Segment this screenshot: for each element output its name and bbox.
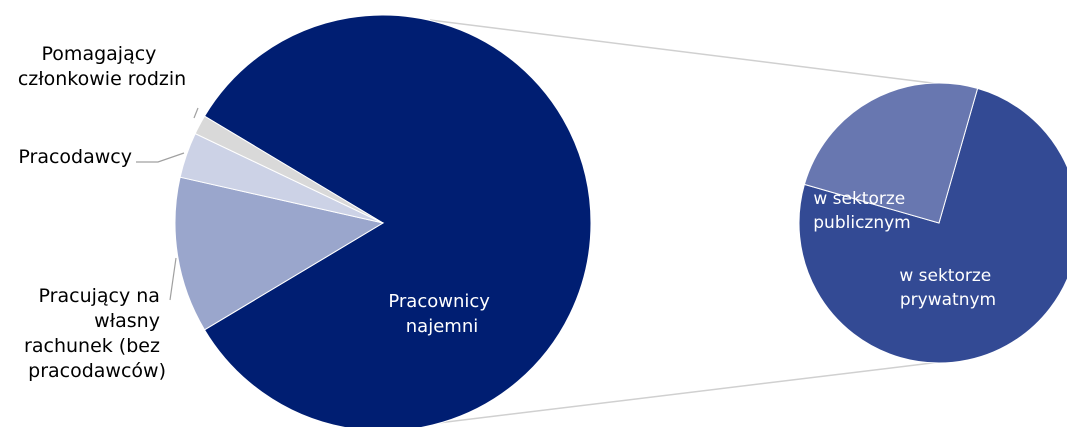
leader-line-self-employed xyxy=(169,257,177,301)
slice-w-sektorze-prywatnym xyxy=(798,87,1067,364)
label-pracownicy-najemni: Pracownicy najemni xyxy=(388,291,495,337)
leader-line-family-workers xyxy=(193,107,199,119)
secondary-pie xyxy=(798,82,1067,364)
slice-pracownicy-najemni xyxy=(203,14,592,427)
connector-line-top xyxy=(429,19,941,85)
label-line: Pracownicy xyxy=(388,291,490,312)
label-line: w sektorze xyxy=(899,266,991,286)
leader-line-employers xyxy=(136,152,185,163)
label-line: Pomagający xyxy=(42,43,157,65)
label-line: własny xyxy=(94,310,160,332)
slice-pomagajacy-czlonkowie-rodzin xyxy=(194,115,384,224)
slice-w-sektorze-publicznym xyxy=(803,82,979,224)
label-line: najemni xyxy=(406,316,478,337)
label-pracujacy-na-wlasny-rachunek: Pracujący na własny rachunek (bez pracod… xyxy=(24,285,166,382)
label-pracodawcy: Pracodawcy xyxy=(18,146,132,168)
connector-line-bottom xyxy=(429,361,941,425)
label-line: prywatnym xyxy=(900,290,996,310)
label-w-sektorze-prywatnym: w sektorze prywatnym xyxy=(899,266,996,310)
label-line: Pracujący na xyxy=(39,285,160,307)
label-line: rachunek (bez xyxy=(24,335,160,357)
main-pie xyxy=(174,14,592,427)
label-line: publicznym xyxy=(813,213,910,233)
label-line: członkowie rodzin xyxy=(18,68,186,90)
leader-lines xyxy=(136,107,199,301)
label-line: Pracodawcy xyxy=(18,146,132,168)
label-w-sektorze-publicznym: w sektorze publicznym xyxy=(813,189,910,233)
label-line: pracodawców) xyxy=(28,360,166,382)
connector-lines xyxy=(429,19,941,425)
label-pomagajacy-czlonkowie-rodzin: Pomagający członkowie rodzin xyxy=(18,43,186,90)
label-line: w sektorze xyxy=(813,189,905,209)
slice-pracujacy-na-wlasny-rachunek-bez-pracodawcow xyxy=(174,176,385,331)
